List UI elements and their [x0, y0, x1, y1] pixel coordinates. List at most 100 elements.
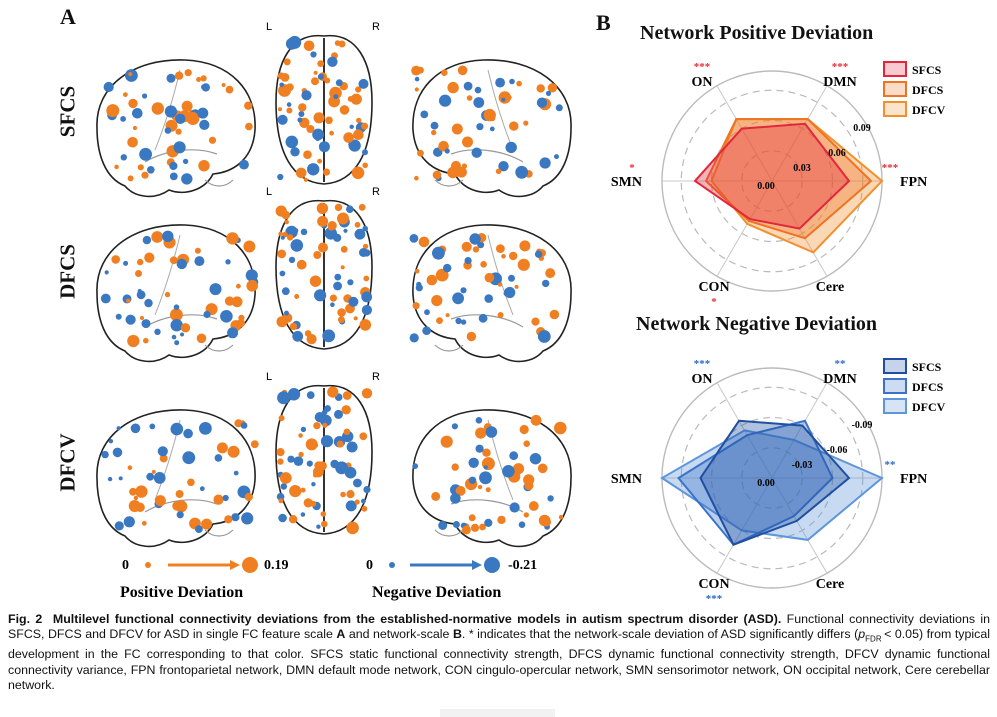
positive-deviation-node	[128, 72, 133, 77]
positive-deviation-node	[208, 136, 217, 144]
negative-deviation-node	[415, 284, 423, 292]
negative-deviation-node	[311, 482, 316, 487]
positive-deviation-node	[340, 491, 346, 498]
cerebellum-outline	[204, 344, 234, 352]
hemisphere-label-right: R	[372, 371, 380, 383]
negative-deviation-node	[171, 334, 177, 340]
radar-legend-swatch	[883, 101, 907, 117]
negative-deviation-node	[142, 93, 148, 99]
positive-deviation-node	[482, 448, 491, 457]
positive-deviation-node	[351, 166, 365, 180]
hemisphere-label-left: L	[266, 371, 272, 383]
positive-deviation-node	[456, 166, 467, 178]
negative-deviation-node	[114, 521, 124, 531]
negative-deviation-node	[137, 288, 142, 294]
negative-deviation-node	[345, 500, 357, 512]
positive-deviation-node	[300, 487, 306, 493]
positive-deviation-node	[303, 177, 308, 182]
positive-deviation-node	[436, 317, 443, 324]
positive-deviation-node	[226, 232, 239, 245]
negative-deviation-node	[174, 340, 180, 346]
positive-deviation-node	[447, 166, 459, 179]
radar-legend-label: DFCV	[912, 103, 946, 117]
brain-left-lateral-view	[96, 59, 256, 198]
radar-negative-title: Network Negative Deviation	[636, 313, 878, 335]
positive-deviation-node	[316, 202, 329, 214]
positive-deviation-node	[200, 75, 207, 82]
legend-neg-title: Negative Deviation	[372, 584, 501, 601]
negative-deviation-node	[361, 304, 372, 316]
positive-deviation-node	[350, 93, 362, 105]
negative-deviation-node	[199, 422, 212, 435]
positive-deviation-node	[225, 85, 234, 94]
radar-legend-label: SFCS	[912, 63, 942, 77]
positive-deviation-node	[286, 83, 294, 92]
positive-deviation-node	[317, 60, 325, 67]
positive-deviation-node	[340, 245, 348, 253]
positive-deviation-node	[514, 284, 519, 289]
negative-deviation-node	[240, 422, 248, 429]
positive-deviation-node	[325, 116, 333, 125]
negative-deviation-node	[307, 163, 320, 176]
negative-deviation-node	[489, 126, 495, 132]
negative-deviation-node	[319, 414, 332, 427]
negative-deviation-node	[452, 292, 464, 305]
positive-deviation-node	[127, 137, 138, 148]
positive-deviation-node	[468, 514, 476, 522]
positive-deviation-node	[137, 258, 144, 266]
positive-deviation-node	[306, 125, 315, 133]
caption-p-sub: FDR	[865, 634, 882, 644]
positive-deviation-node	[128, 98, 138, 109]
negative-deviation-node	[164, 127, 172, 134]
positive-deviation-node	[343, 132, 354, 143]
positive-deviation-node	[236, 283, 241, 289]
positive-deviation-node	[177, 500, 185, 508]
negative-deviation-node	[286, 102, 292, 107]
positive-deviation-node	[170, 308, 183, 322]
negative-deviation-node	[306, 460, 313, 467]
negative-deviation-node	[176, 511, 184, 519]
negative-deviation-node	[478, 313, 488, 323]
positive-deviation-node	[506, 94, 512, 101]
negative-deviation-node	[169, 161, 178, 171]
negative-deviation-node	[432, 246, 445, 260]
positive-deviation-node	[318, 242, 328, 253]
positive-deviation-node	[196, 77, 202, 82]
positive-deviation-node	[455, 485, 466, 496]
negative-deviation-node	[101, 450, 109, 459]
negative-deviation-node	[363, 249, 371, 257]
negative-deviation-node	[164, 105, 177, 118]
figure-caption: Fig. 2 Multilevel functional connectivit…	[8, 612, 990, 694]
negative-deviation-node	[312, 128, 324, 141]
negative-deviation-node	[362, 225, 368, 232]
positive-deviation-node	[431, 491, 441, 501]
radar-series-sfcs	[693, 122, 851, 230]
negative-deviation-node	[324, 227, 337, 240]
legend-pos-title: Positive Deviation	[120, 584, 243, 601]
radar-legend-swatch	[883, 398, 907, 414]
positive-deviation-node	[497, 282, 503, 287]
negative-deviation-node	[348, 139, 361, 152]
positive-deviation-node	[362, 243, 369, 250]
negative-deviation-node	[409, 333, 419, 343]
positive-deviation-node	[276, 448, 285, 457]
negative-deviation-node	[354, 228, 366, 240]
positive-deviation-node	[542, 517, 551, 527]
positive-deviation-node	[354, 499, 360, 505]
positive-deviation-node	[278, 231, 283, 236]
positive-deviation-node	[336, 440, 344, 448]
positive-deviation-node	[440, 435, 453, 448]
positive-deviation-node	[337, 308, 346, 317]
radar-ring-label: 0.00	[757, 181, 775, 192]
negative-deviation-node	[116, 426, 121, 431]
negative-deviation-node	[460, 287, 467, 294]
cerebellum-outline	[434, 344, 464, 352]
negative-deviation-node	[169, 172, 178, 181]
brain-right-lateral-view	[411, 59, 572, 198]
negative-deviation-node	[149, 423, 156, 430]
legend-pos-small-dot	[145, 562, 151, 568]
negative-deviation-node	[333, 94, 339, 100]
negative-deviation-node	[463, 81, 473, 91]
negative-deviation-node	[173, 141, 186, 154]
negative-deviation-node	[438, 521, 448, 530]
